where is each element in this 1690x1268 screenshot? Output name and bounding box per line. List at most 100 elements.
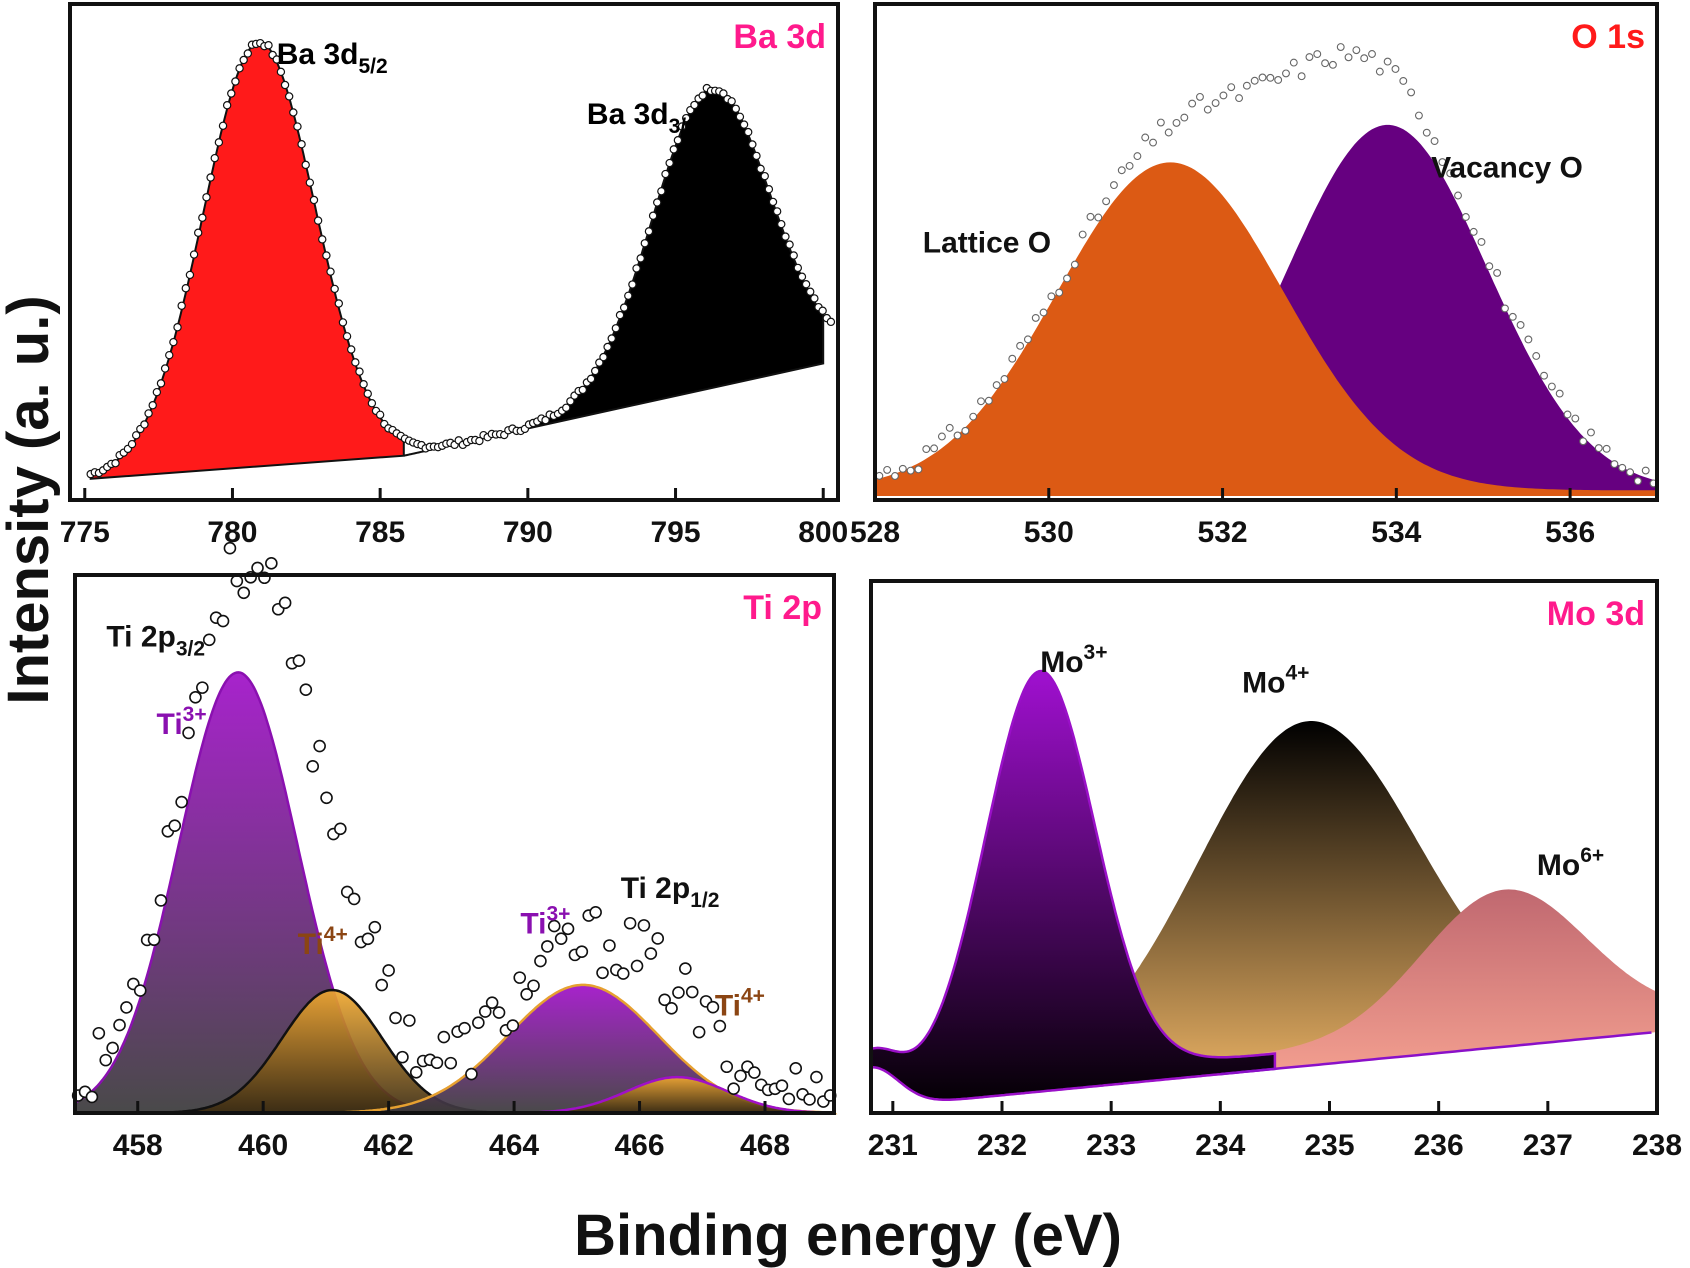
- o-data-point: [1430, 137, 1439, 146]
- o-tick-label: 534: [1371, 516, 1421, 549]
- ba-data-point: [185, 270, 195, 280]
- ba-data-point: [785, 240, 794, 249]
- ti-peak-labels: Ti 2p3/2 Ti3+ Ti4+ Ti 2p1/2 Ti3+ Ti4+: [106, 621, 765, 1023]
- o-data-point: [1156, 118, 1165, 127]
- ti-data-point: [437, 1030, 451, 1044]
- o-data-point: [1242, 81, 1251, 90]
- mo-x-ticks: 231 232 233 234 235 236 237 238: [868, 1101, 1682, 1162]
- ti-data-point: [541, 940, 554, 953]
- o-data-point: [1086, 212, 1095, 221]
- o-data-point: [1164, 128, 1173, 137]
- ba-data-point: [297, 140, 306, 149]
- ti-data-point: [672, 986, 685, 999]
- mo-peak-label: Mo3+: [1040, 641, 1107, 679]
- ti-data-point: [223, 541, 237, 555]
- ba-data-point: [719, 89, 728, 98]
- ti-data-point: [623, 916, 637, 930]
- o-data-point: [1188, 99, 1197, 108]
- ti-data-point: [430, 1056, 444, 1070]
- ba-data-point: [359, 380, 368, 389]
- ti-data-point: [347, 892, 361, 906]
- ba-data-point: [326, 267, 335, 276]
- o-data-point: [1368, 50, 1376, 58]
- mo-tick-label: 238: [1632, 1129, 1682, 1162]
- ba-data-point: [603, 342, 612, 352]
- o-data-point: [1211, 99, 1220, 107]
- o-data-point: [1563, 410, 1572, 419]
- o-data-point: [1524, 335, 1533, 344]
- ti-data-point: [361, 932, 375, 946]
- o-tick-label: 530: [1024, 516, 1074, 549]
- o-data-point: [1133, 152, 1142, 161]
- mo6-fill: [1176, 889, 1657, 1079]
- o-data-point: [1587, 428, 1595, 437]
- ti-data-point: [99, 1053, 113, 1067]
- ba-data-point: [681, 113, 691, 123]
- ti-data-point: [513, 971, 527, 984]
- ba-data-point: [318, 235, 327, 244]
- ba-x-ticks: 775 780 785 790 795 800: [60, 488, 848, 549]
- ba-data-point: [562, 403, 571, 412]
- o-data-point: [1235, 94, 1244, 103]
- ti-peak-label: Ti4+: [715, 985, 765, 1023]
- ti-data-point: [147, 933, 161, 947]
- ti-x-ticks: 458 460 462 464 466 468: [113, 1101, 790, 1162]
- o-data-point: [1289, 58, 1298, 67]
- o-data-point: [1407, 88, 1416, 97]
- o-data-point: [1180, 113, 1189, 122]
- mo-plot-frame: [869, 579, 1659, 1115]
- o-data-point: [1485, 262, 1494, 271]
- o-data-point: [1344, 53, 1353, 62]
- ba-3d32-fill: [403, 87, 825, 457]
- ti-tick-label: 466: [615, 1129, 665, 1162]
- o-peak-label: Lattice O: [923, 226, 1051, 259]
- o-plot-frame: [873, 2, 1659, 502]
- lattice-o-fill: [875, 162, 1657, 496]
- o-data-point: [1633, 477, 1642, 486]
- ba-data-point: [181, 284, 190, 293]
- mo-peak-labels: Mo3+ Mo4+ Mo6+: [1040, 641, 1604, 882]
- mo-tick-label: 237: [1523, 1129, 1573, 1162]
- o-data-point: [1547, 382, 1556, 391]
- ba-3d-panel: 775 780 785 790 795 800 Ba 3d5/2Ba 3d3/2 Ba 3…: [60, 2, 848, 549]
- ti-data-point: [265, 557, 278, 570]
- ba-data-point: [632, 264, 641, 273]
- ba-data-point: [760, 171, 769, 181]
- o-data-point: [1258, 73, 1267, 82]
- o-data-point: [1360, 54, 1369, 63]
- ba-data-point: [756, 164, 765, 174]
- ba-data-point: [801, 280, 811, 289]
- o-data-point: [1352, 46, 1361, 55]
- mo-tick-label: 234: [1195, 1129, 1245, 1162]
- mo-tick-label: 232: [977, 1129, 1027, 1162]
- ti-peak-label: Ti 2p3/2: [106, 621, 205, 661]
- mo-tick-label: 235: [1304, 1129, 1354, 1162]
- o-data-point: [1414, 111, 1423, 120]
- ba-data-point: [222, 101, 232, 110]
- ti-data-point: [251, 561, 264, 575]
- ti-data-point: [278, 596, 292, 610]
- o-data-point: [1540, 371, 1548, 380]
- o-data-point: [1149, 138, 1157, 147]
- ba-data-point: [313, 216, 323, 225]
- ba-data-point: [661, 169, 670, 179]
- ba-data-point: [615, 310, 625, 320]
- ba-data-point: [541, 415, 550, 425]
- ba-data-point: [111, 458, 120, 468]
- ba-data-point: [276, 67, 286, 77]
- ba-data-point: [342, 332, 352, 341]
- o-data-point: [1203, 105, 1212, 114]
- o-data-point: [883, 465, 892, 474]
- ba-data-point: [764, 185, 774, 194]
- ba-data-point: [781, 232, 790, 241]
- mo-tick-label: 231: [868, 1129, 918, 1162]
- vacancy-o-fill: [875, 124, 1657, 497]
- ba-data-point: [280, 80, 290, 90]
- ti-data-point: [92, 1026, 106, 1040]
- ba-data-point: [739, 120, 749, 129]
- ba-peak-label: Ba 3d3/2: [587, 98, 698, 138]
- o-data-point: [1266, 73, 1275, 82]
- ba-data-point: [334, 299, 343, 308]
- ti-data-point: [527, 979, 540, 993]
